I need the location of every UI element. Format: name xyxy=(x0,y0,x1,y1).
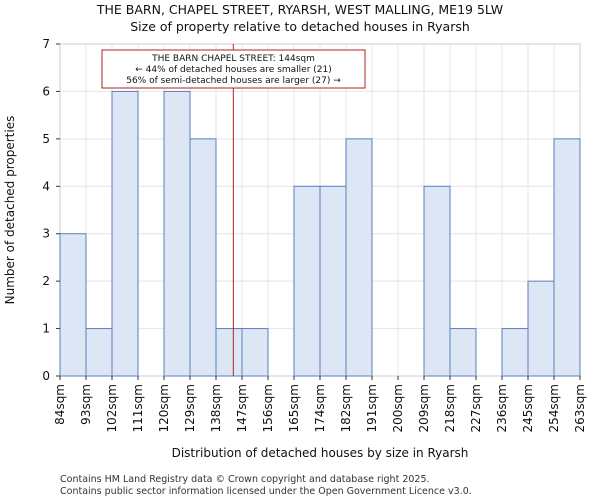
bar-93sqm xyxy=(85,328,113,377)
x-tick-label: 147sqm xyxy=(235,384,249,432)
annotation-line-2: ← 44% of detached houses are smaller (21… xyxy=(135,65,332,75)
x-tick-label: 182sqm xyxy=(339,384,353,432)
footer-line-1: Contains HM Land Registry data © Crown c… xyxy=(60,474,430,485)
footer-line-2: Contains public sector information licen… xyxy=(60,486,472,497)
bar-174sqm xyxy=(319,185,347,377)
x-tick-label: 200sqm xyxy=(391,384,405,432)
bar-209sqm xyxy=(423,185,451,377)
bar-147sqm xyxy=(241,328,269,377)
x-tick-label: 209sqm xyxy=(417,384,431,432)
x-tick-label: 93sqm xyxy=(79,384,93,425)
x-tick-label: 111sqm xyxy=(131,384,145,432)
y-tick-label: 7 xyxy=(42,37,50,51)
bar-120sqm xyxy=(163,90,191,377)
x-tick-label: 84sqm xyxy=(53,384,67,425)
annotation-line-1: THE BARN CHAPEL STREET: 144sqm xyxy=(151,54,315,64)
y-ticks: 0 1 2 3 4 5 6 7 xyxy=(42,37,60,383)
x-tick-label: 120sqm xyxy=(157,384,171,432)
y-tick-label: 2 xyxy=(42,274,50,288)
bar-182sqm xyxy=(345,138,373,377)
x-ticks: 84sqm 93sqm 102sqm 111sqm 120sqm 129sqm 138sqm… xyxy=(53,376,587,432)
x-tick-label: 129sqm xyxy=(183,384,197,432)
bar-218sqm xyxy=(449,328,477,377)
x-tick-label: 191sqm xyxy=(365,384,379,432)
y-tick-label: 0 xyxy=(42,369,50,383)
bars xyxy=(59,90,581,377)
bar-138sqm xyxy=(215,328,243,377)
annotation-box xyxy=(101,49,366,89)
x-tick-label: 174sqm xyxy=(313,384,327,432)
x-tick-label: 227sqm xyxy=(469,384,483,432)
x-tick-label: 138sqm xyxy=(209,384,223,432)
y-tick-label: 5 xyxy=(42,132,50,146)
y-tick-label: 6 xyxy=(42,84,50,98)
chart-title: THE BARN, CHAPEL STREET, RYARSH, WEST MA… xyxy=(96,2,503,17)
bar-236sqm xyxy=(501,328,529,377)
y-tick-label: 1 xyxy=(42,322,50,336)
y-tick-label: 3 xyxy=(42,227,50,241)
x-tick-label: 165sqm xyxy=(287,384,301,432)
bar-245sqm xyxy=(527,280,555,377)
x-tick-label: 156sqm xyxy=(261,384,275,432)
annotation-line-3: 56% of semi-detached houses are larger (… xyxy=(126,76,341,86)
y-axis-label: Number of detached properties xyxy=(3,116,17,305)
bar-165sqm xyxy=(293,185,321,377)
x-tick-label: 254sqm xyxy=(547,384,561,432)
x-tick-label: 218sqm xyxy=(443,384,457,432)
x-tick-label: 263sqm xyxy=(573,384,587,432)
x-axis-label: Distribution of detached houses by size … xyxy=(172,446,469,460)
x-tick-label: 102sqm xyxy=(105,384,119,432)
chart-subtitle: Size of property relative to detached ho… xyxy=(130,19,470,34)
x-tick-label: 245sqm xyxy=(521,384,535,432)
bar-129sqm xyxy=(189,138,217,377)
bar-254sqm xyxy=(553,138,581,377)
bar-102sqm xyxy=(111,90,139,377)
y-tick-label: 4 xyxy=(42,179,50,193)
x-tick-label: 236sqm xyxy=(495,384,509,432)
bar-84sqm xyxy=(59,233,87,377)
